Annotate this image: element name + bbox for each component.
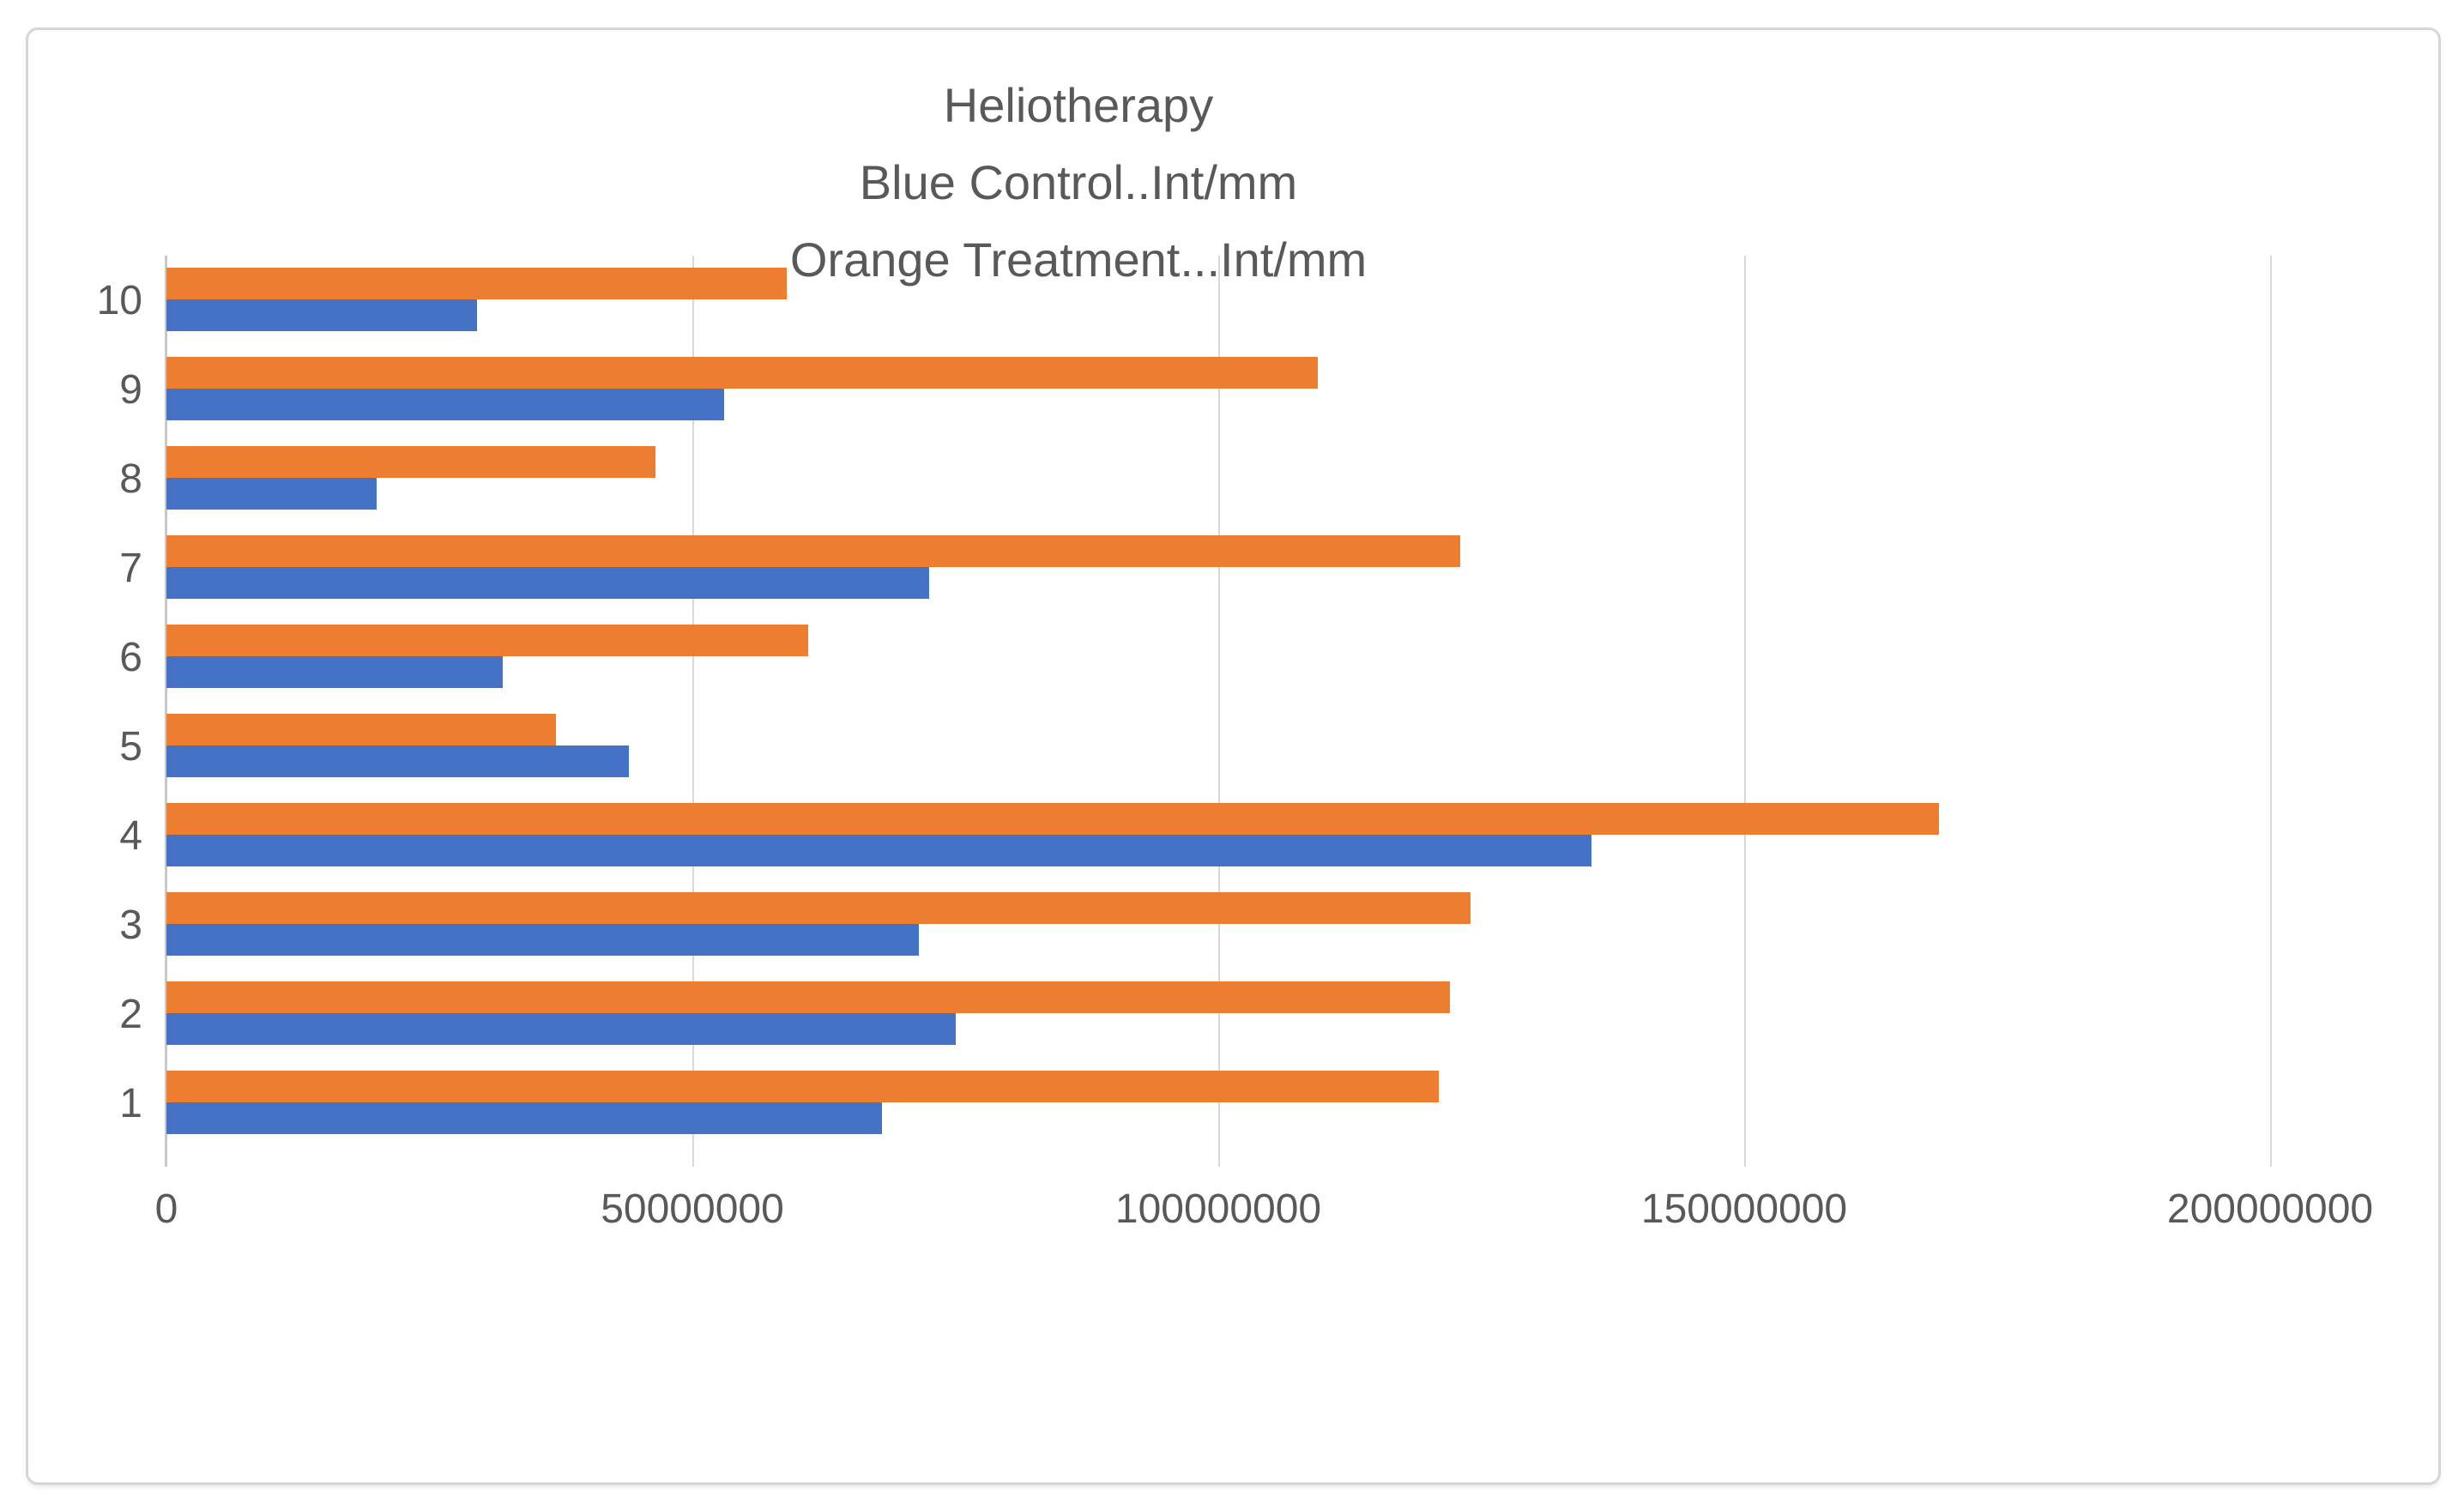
y-category-label: 9	[119, 366, 142, 413]
gridline	[692, 256, 694, 1167]
bar-control	[166, 745, 630, 777]
gridline	[1744, 256, 1746, 1167]
bar-control	[166, 567, 929, 599]
bar-control	[166, 1013, 956, 1045]
gridline	[2270, 256, 2272, 1167]
x-axis: 0 50000000 100000000 150000000 200000000	[155, 1186, 2373, 1246]
y-category-label: 4	[119, 812, 142, 859]
y-category-label: 1	[119, 1080, 142, 1126]
title-line-3: Orange Treatment...Int/mm	[789, 232, 1368, 287]
bar-treatment	[166, 1071, 1440, 1102]
gridline	[1218, 256, 1220, 1167]
y-category-label: 3	[119, 902, 142, 948]
bar-control	[166, 924, 919, 956]
bar-treatment	[166, 714, 556, 745]
bar-treatment	[166, 357, 1319, 389]
bar-control	[166, 478, 377, 510]
bar-control	[166, 835, 1592, 866]
bar-treatment	[166, 803, 1939, 835]
y-axis: 10 9 8 7 6 5 4 3 2 1	[0, 256, 154, 1148]
bar-treatment	[166, 535, 1460, 567]
bar-treatment	[166, 981, 1450, 1013]
y-category-label: 8	[119, 456, 142, 502]
bar-treatment	[166, 446, 656, 478]
y-category-label: 5	[119, 723, 142, 770]
y-category-label: 6	[119, 634, 142, 680]
x-tick-label: 50000000	[601, 1186, 784, 1232]
category-row	[166, 791, 2270, 880]
x-tick-label: 150000000	[1640, 1186, 1848, 1232]
bar-control	[166, 299, 477, 331]
y-axis-line	[165, 256, 167, 1167]
bar-control	[166, 656, 504, 688]
y-category-label: 10	[96, 277, 142, 323]
title-line-1: Heliotherapy	[943, 78, 1214, 132]
x-tick-label: 0	[154, 1186, 178, 1232]
x-tick-label: 200000000	[2166, 1186, 2374, 1232]
x-tick-label: 100000000	[1114, 1186, 1322, 1232]
category-row	[166, 345, 2270, 434]
y-category-label: 2	[119, 991, 142, 1037]
bar-control	[166, 389, 724, 420]
category-row	[166, 256, 2270, 345]
category-row	[166, 1059, 2270, 1148]
title-line-2: Blue Control..Int/mm	[859, 155, 1298, 209]
chart-title: Heliotherapy Blue Control..Int/mm Orange…	[220, 67, 1936, 299]
bar-treatment	[166, 892, 1471, 924]
category-row	[166, 880, 2270, 969]
y-category-label: 7	[119, 545, 142, 591]
category-row	[166, 702, 2270, 791]
category-row	[166, 613, 2270, 702]
bar-treatment	[166, 268, 788, 299]
plot-area	[165, 256, 2272, 1167]
bar-control	[166, 1102, 882, 1134]
category-row	[166, 523, 2270, 613]
bar-treatment	[166, 625, 808, 656]
category-row	[166, 969, 2270, 1059]
category-row	[166, 434, 2270, 523]
